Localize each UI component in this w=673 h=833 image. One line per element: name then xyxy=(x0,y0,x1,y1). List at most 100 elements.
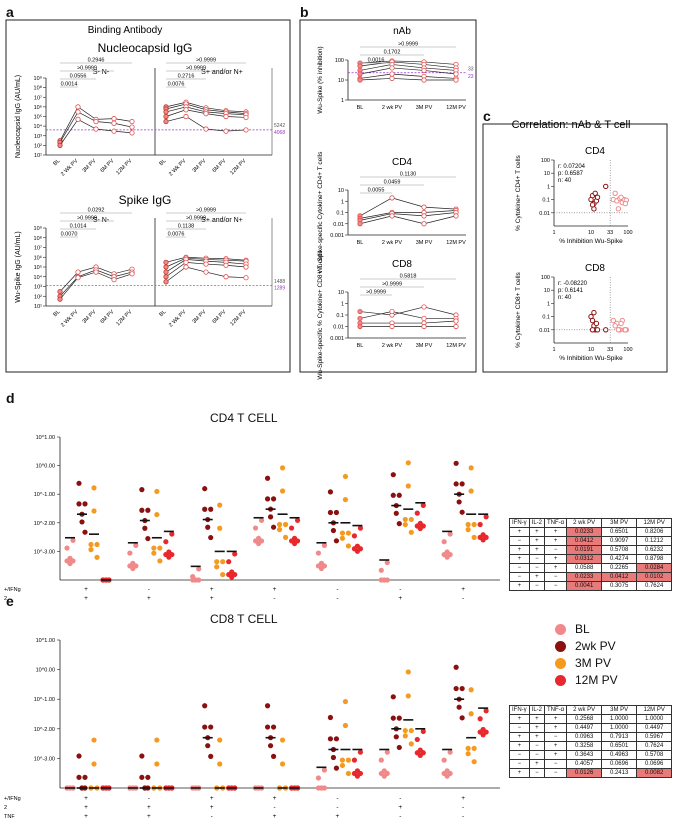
p-value: 0.2716 xyxy=(178,74,195,80)
data-point xyxy=(154,511,160,518)
y-tick-label: 10¹ xyxy=(34,153,42,159)
y-tick-label: 10⁶ xyxy=(34,104,42,111)
table-header-row: IFN-γ IL-2 TNF-α 2 wk PV 3M PV 12M PV xyxy=(509,705,673,715)
data-point xyxy=(129,118,135,125)
y-axis-label: % Cytokine+ CD8+ T cells xyxy=(515,271,522,347)
data-point xyxy=(93,118,99,125)
data-point xyxy=(589,327,596,333)
data-point xyxy=(390,492,396,498)
data-point xyxy=(453,460,459,466)
y-tick-label: 10 xyxy=(338,188,344,194)
data-point xyxy=(389,323,395,330)
data-point xyxy=(267,743,274,749)
data-point xyxy=(196,566,202,572)
data-point xyxy=(405,693,411,699)
table-row: + − +0.3258 0.6501 0.7624 xyxy=(509,741,673,751)
table-cell: 0.0233 xyxy=(566,572,603,582)
p-value: 0.0076 xyxy=(168,82,185,88)
table-header-cell: IFN-γ xyxy=(509,705,530,715)
data-point xyxy=(592,190,598,197)
data-point xyxy=(615,206,622,212)
data-point xyxy=(202,486,208,492)
p-value: 0.5818 xyxy=(400,274,417,280)
data-point xyxy=(139,753,145,759)
data-point xyxy=(142,525,148,531)
data-point xyxy=(477,716,483,722)
y-tick-label: 10^-2.00 xyxy=(34,521,55,527)
x-tick-label: 12M PV xyxy=(446,105,466,111)
data-point xyxy=(139,774,145,780)
data-point xyxy=(384,559,390,566)
table-row: + + −0.0191 0.5708 0.6232 xyxy=(509,545,673,555)
x-tick-label: 100 xyxy=(623,347,632,353)
table-cell: − xyxy=(544,545,568,555)
y-tick-label: 10^0.00 xyxy=(36,464,55,470)
x-tick-label: 3M PV xyxy=(416,105,433,111)
y-tick-label: 10² xyxy=(34,294,42,300)
y-tick-label: 10^-3.00 xyxy=(34,756,55,762)
data-point xyxy=(465,745,471,751)
data-point xyxy=(154,488,160,495)
data-point xyxy=(441,539,447,545)
table-cell: 0.8206 xyxy=(636,527,673,537)
data-point xyxy=(393,734,399,740)
data-point xyxy=(91,485,97,491)
p-value: >0.9999 xyxy=(196,208,216,214)
table-row: − − +0.3643 0.4963 0.5708 xyxy=(509,750,673,760)
data-point xyxy=(421,77,427,83)
data-point xyxy=(111,128,117,134)
table-header-cell: 12M PV xyxy=(636,705,673,715)
data-point xyxy=(339,530,346,536)
data-point xyxy=(420,750,426,756)
table-cell: + xyxy=(528,723,546,733)
data-point xyxy=(396,492,402,498)
cytokine-marker: + xyxy=(147,813,151,820)
table-header-row: IFN-γ IL-2 TNF-α 2 wk PV 3M PV 12M PV xyxy=(509,518,673,528)
data-point xyxy=(389,308,395,315)
data-point xyxy=(471,534,477,540)
top-figure-svg: Binding Antibody Nucleocapsid IgG Spike … xyxy=(5,19,668,380)
data-point xyxy=(339,757,346,763)
cytokine-marker: + xyxy=(398,595,402,602)
table-cell: 0.0126 xyxy=(566,768,603,778)
table-cell: 0.0696 xyxy=(601,759,638,769)
table-cell: + xyxy=(528,572,546,582)
data-point xyxy=(321,542,328,548)
data-point xyxy=(333,509,340,516)
p-value: >0.9999 xyxy=(382,282,402,288)
cytokine-marker: + xyxy=(84,595,88,602)
data-point xyxy=(610,317,616,324)
x-tick-label: 12M PV xyxy=(229,158,247,176)
data-point xyxy=(203,269,209,275)
table-header-cell: IL-2 xyxy=(528,705,546,715)
table-cell: − xyxy=(528,768,546,778)
table-cell: 0.3258 xyxy=(566,741,603,751)
nucleocapsid-group-right: S+ and/or N+ xyxy=(201,69,243,76)
y-axis-label: Wu-Spike IgG (AU/mL) xyxy=(15,231,22,302)
table-cell: + xyxy=(528,527,546,537)
data-point xyxy=(357,71,363,77)
data-point xyxy=(82,529,88,535)
table-cell: 0.0696 xyxy=(636,759,673,769)
table-cell: 0.6501 xyxy=(601,527,638,537)
data-point xyxy=(330,527,337,534)
data-point xyxy=(91,761,97,767)
table-cell: + xyxy=(528,732,546,742)
series-line xyxy=(359,67,457,75)
data-point xyxy=(91,737,97,743)
y-tick-label: 10⁵ xyxy=(34,264,42,271)
data-point xyxy=(327,509,334,516)
data-point xyxy=(483,534,489,540)
cd8-title: CD8 xyxy=(392,259,412,270)
table-cell: + xyxy=(544,563,568,573)
table-cell: 0.5967 xyxy=(636,732,673,742)
stat-label: r: 0.07204 xyxy=(558,164,586,170)
data-point xyxy=(264,475,271,481)
data-point xyxy=(217,761,223,767)
table-row: − + −0.0233 0.0412 0.0102 xyxy=(509,572,673,582)
data-point xyxy=(393,510,399,516)
data-point xyxy=(357,525,364,531)
x-tick-label: 6M PV xyxy=(99,309,115,325)
table-header-cell: 2 wk PV xyxy=(566,705,603,715)
